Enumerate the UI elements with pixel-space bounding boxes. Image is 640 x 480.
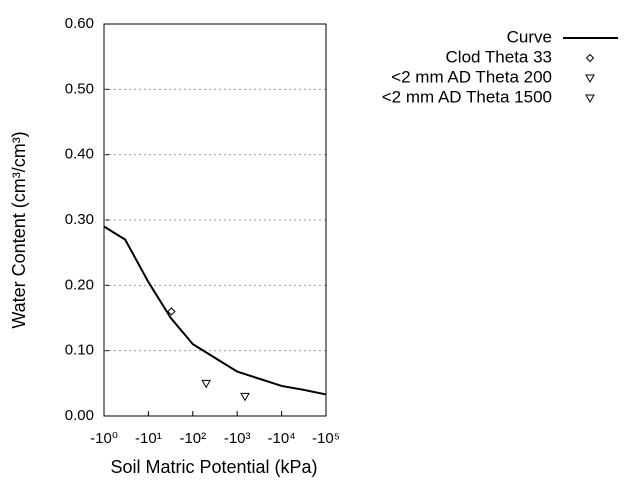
legend-swatch [585,74,595,84]
y-tick-label: 0.50 [65,80,94,97]
x-tick-label: -10⁵ [312,430,340,447]
legend-swatch [585,53,595,63]
x-tick-label: -10³ [224,430,251,447]
y-tick-label: 0.40 [65,146,94,163]
legend-swatch [585,94,595,104]
curve [103,225,327,396]
legend-label: Curve [507,27,552,46]
point [240,392,250,402]
y-tick-label: 0.20 [65,276,94,293]
legend-label: <2 mm AD Theta 200 [391,67,552,86]
y-tick-label: 0.30 [65,211,94,228]
legend-label: Clod Theta 33 [446,47,552,66]
y-tick-label: 0.60 [65,15,94,32]
point [201,379,212,389]
legend-label: <2 mm AD Theta 1500 [382,87,552,106]
point [167,307,176,316]
x-tick-label: -10⁴ [268,430,296,447]
y-tick-label: 0.00 [65,407,94,424]
y-tick-label: 0.10 [65,342,94,359]
x-axis-title: Soil Matric Potential (kPa) [110,457,317,477]
plot-frame [103,23,327,417]
x-tick-label: -10¹ [135,430,162,447]
x-tick-label: -10² [179,430,206,447]
x-tick-label: -10⁰ [90,430,118,447]
y-axis-title: Water Content (cm³/cm³) [9,131,29,328]
